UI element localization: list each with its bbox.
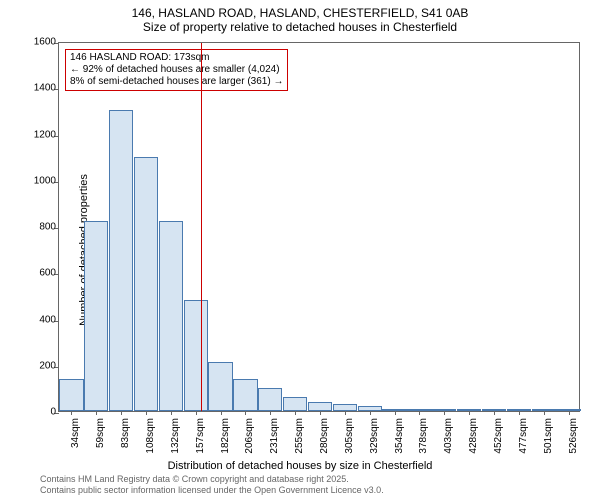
- x-tick: [71, 411, 72, 415]
- x-tick: [345, 411, 346, 415]
- x-tick: [221, 411, 222, 415]
- x-tick: [469, 411, 470, 415]
- x-tick-label: 329sqm: [369, 418, 380, 458]
- y-tick-label: 0: [50, 407, 56, 418]
- annotation-line3: 8% of semi-detached houses are larger (3…: [70, 76, 283, 88]
- footer-text: Contains HM Land Registry data © Crown c…: [40, 474, 384, 496]
- x-tick: [121, 411, 122, 415]
- histogram-bar: [184, 300, 208, 411]
- x-tick: [320, 411, 321, 415]
- x-tick-label: 83sqm: [120, 418, 131, 458]
- y-tick-label: 1400: [34, 83, 56, 94]
- x-tick-label: 34sqm: [70, 418, 81, 458]
- x-tick: [171, 411, 172, 415]
- footer-line2: Contains public sector information licen…: [40, 485, 384, 496]
- x-tick: [519, 411, 520, 415]
- x-tick: [395, 411, 396, 415]
- y-tick-label: 1200: [34, 129, 56, 140]
- annotation-box: 146 HASLAND ROAD: 173sqm ← 92% of detach…: [65, 49, 288, 91]
- histogram-bar: [308, 402, 332, 411]
- chart-title-line2: Size of property relative to detached ho…: [0, 20, 600, 38]
- x-tick: [245, 411, 246, 415]
- x-axis-label: Distribution of detached houses by size …: [168, 460, 433, 472]
- histogram-bar: [109, 110, 133, 411]
- annotation-line2: ← 92% of detached houses are smaller (4,…: [70, 64, 283, 76]
- x-tick-label: 305sqm: [344, 418, 355, 458]
- x-tick-label: 182sqm: [220, 418, 231, 458]
- x-tick: [96, 411, 97, 415]
- x-tick: [146, 411, 147, 415]
- x-tick-label: 403sqm: [443, 418, 454, 458]
- histogram-bar: [333, 404, 357, 411]
- x-tick-label: 428sqm: [468, 418, 479, 458]
- x-tick: [370, 411, 371, 415]
- x-tick: [444, 411, 445, 415]
- x-tick-label: 477sqm: [518, 418, 529, 458]
- histogram-bar: [159, 221, 183, 411]
- x-tick-label: 280sqm: [319, 418, 330, 458]
- y-tick-label: 600: [39, 268, 56, 279]
- x-tick: [419, 411, 420, 415]
- chart-title-line1: 146, HASLAND ROAD, HASLAND, CHESTERFIELD…: [0, 0, 600, 20]
- x-tick: [544, 411, 545, 415]
- x-tick: [569, 411, 570, 415]
- x-tick: [196, 411, 197, 415]
- y-tick-label: 1600: [34, 37, 56, 48]
- histogram-bar: [84, 221, 108, 411]
- x-tick-label: 157sqm: [195, 418, 206, 458]
- plot-area: 146 HASLAND ROAD: 173sqm ← 92% of detach…: [58, 42, 580, 412]
- x-tick-label: 206sqm: [244, 418, 255, 458]
- x-tick: [270, 411, 271, 415]
- histogram-bar: [233, 379, 257, 411]
- chart-container: 146, HASLAND ROAD, HASLAND, CHESTERFIELD…: [0, 0, 600, 500]
- y-tick-label: 200: [39, 360, 56, 371]
- x-tick-label: 108sqm: [145, 418, 156, 458]
- histogram-bar: [258, 388, 282, 411]
- y-tick-label: 1000: [34, 175, 56, 186]
- histogram-bar: [283, 397, 307, 411]
- x-tick-label: 378sqm: [418, 418, 429, 458]
- y-tick-label: 800: [39, 222, 56, 233]
- reference-line: [201, 43, 202, 411]
- x-tick-label: 59sqm: [95, 418, 106, 458]
- x-tick-label: 354sqm: [394, 418, 405, 458]
- x-tick-label: 526sqm: [568, 418, 579, 458]
- footer-line1: Contains HM Land Registry data © Crown c…: [40, 474, 384, 485]
- histogram-bar: [208, 362, 232, 411]
- x-tick-label: 255sqm: [294, 418, 305, 458]
- histogram-bar: [134, 157, 158, 411]
- x-tick-label: 501sqm: [543, 418, 554, 458]
- x-tick: [295, 411, 296, 415]
- x-tick-label: 231sqm: [269, 418, 280, 458]
- y-tick-label: 400: [39, 314, 56, 325]
- x-tick-label: 452sqm: [493, 418, 504, 458]
- x-tick: [494, 411, 495, 415]
- histogram-bar: [59, 379, 83, 411]
- x-tick-label: 132sqm: [170, 418, 181, 458]
- annotation-line1: 146 HASLAND ROAD: 173sqm: [70, 52, 283, 64]
